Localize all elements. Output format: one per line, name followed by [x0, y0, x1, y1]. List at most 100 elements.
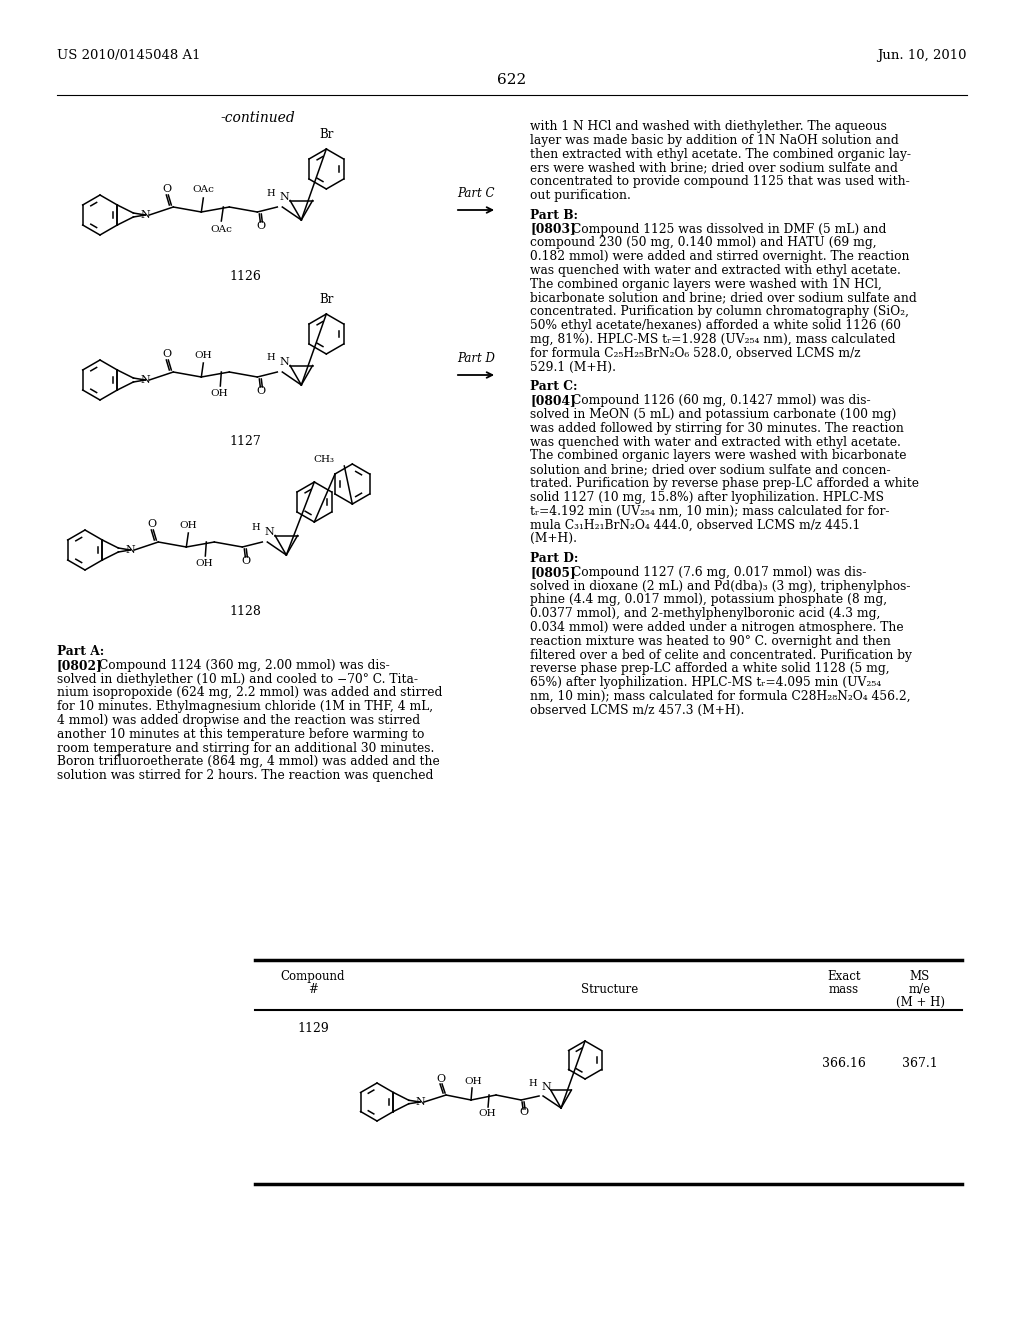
Text: nm, 10 min); mass calculated for formula C28H₂₈N₂O₄ 456.2,: nm, 10 min); mass calculated for formula… [530, 690, 910, 704]
Text: solved in MeON (5 mL) and potassium carbonate (100 mg): solved in MeON (5 mL) and potassium carb… [530, 408, 896, 421]
Text: 366.16: 366.16 [822, 1057, 866, 1071]
Text: 367.1: 367.1 [902, 1057, 938, 1071]
Text: reaction mixture was heated to 90° C. overnight and then: reaction mixture was heated to 90° C. ov… [530, 635, 891, 648]
Text: O: O [257, 220, 266, 231]
Text: mula C₃₁H₂₁BrN₂O₄ 444.0, observed LCMS m/z 445.1: mula C₃₁H₂₁BrN₂O₄ 444.0, observed LCMS m… [530, 519, 860, 532]
Text: was quenched with water and extracted with ethyl acetate.: was quenched with water and extracted wi… [530, 436, 901, 449]
Text: N: N [264, 527, 274, 537]
Text: Structure: Structure [582, 983, 639, 997]
Text: room temperature and stirring for an additional 30 minutes.: room temperature and stirring for an add… [57, 742, 434, 755]
Text: for 10 minutes. Ethylmagnesium chloride (1M in THF, 4 mL,: for 10 minutes. Ethylmagnesium chloride … [57, 700, 433, 713]
Text: OH: OH [478, 1110, 496, 1118]
Text: N: N [126, 545, 135, 554]
Text: [0803]: [0803] [530, 223, 575, 235]
Text: Boron trifluoroetherate (864 mg, 4 mmol) was added and the: Boron trifluoroetherate (864 mg, 4 mmol)… [57, 755, 439, 768]
Text: OAc: OAc [210, 224, 232, 234]
Text: solution and brine; dried over sodium sulfate and concen-: solution and brine; dried over sodium su… [530, 463, 891, 477]
Text: CH₃: CH₃ [313, 455, 334, 465]
Text: US 2010/0145048 A1: US 2010/0145048 A1 [57, 49, 201, 62]
Text: OH: OH [179, 520, 198, 529]
Text: OH: OH [195, 351, 212, 359]
Text: trated. Purification by reverse phase prep-LC afforded a white: trated. Purification by reverse phase pr… [530, 477, 919, 490]
Text: (M+H).: (M+H). [530, 532, 577, 545]
Text: reverse phase prep-LC afforded a white solid 1128 (5 mg,: reverse phase prep-LC afforded a white s… [530, 663, 890, 676]
Text: #: # [308, 983, 317, 997]
Text: Jun. 10, 2010: Jun. 10, 2010 [878, 49, 967, 62]
Text: Compound 1124 (360 mg, 2.00 mmol) was dis-: Compound 1124 (360 mg, 2.00 mmol) was di… [99, 659, 390, 672]
Text: O: O [257, 385, 266, 396]
Text: filtered over a bed of celite and concentrated. Purification by: filtered over a bed of celite and concen… [530, 648, 912, 661]
Text: O: O [163, 348, 172, 359]
Text: Part D: Part D [457, 352, 495, 366]
Text: concentrated. Purification by column chromatography (SiO₂,: concentrated. Purification by column chr… [530, 305, 909, 318]
Text: [0805]: [0805] [530, 566, 575, 578]
Text: 1126: 1126 [229, 271, 261, 282]
Text: -continued: -continued [220, 111, 295, 125]
Text: 622: 622 [498, 73, 526, 87]
Text: Compound 1126 (60 mg, 0.1427 mmol) was dis-: Compound 1126 (60 mg, 0.1427 mmol) was d… [572, 395, 870, 407]
Text: Part A:: Part A: [57, 645, 104, 657]
Text: out purification.: out purification. [530, 189, 631, 202]
Text: OH: OH [196, 560, 213, 569]
Text: OH: OH [211, 389, 228, 399]
Text: then extracted with ethyl acetate. The combined organic lay-: then extracted with ethyl acetate. The c… [530, 148, 911, 161]
Text: bicarbonate solution and brine; dried over sodium sulfate and: bicarbonate solution and brine; dried ov… [530, 292, 916, 305]
Text: 0.034 mmol) were added under a nitrogen atmosphere. The: 0.034 mmol) were added under a nitrogen … [530, 620, 903, 634]
Text: Compound 1125 was dissolved in DMF (5 mL) and: Compound 1125 was dissolved in DMF (5 mL… [572, 223, 887, 235]
Text: for formula C₂₅H₂₅BrN₂O₆ 528.0, observed LCMS m/z: for formula C₂₅H₂₅BrN₂O₆ 528.0, observed… [530, 347, 860, 360]
Text: 0.0377 mmol), and 2-methylphenylboronic acid (4.3 mg,: 0.0377 mmol), and 2-methylphenylboronic … [530, 607, 881, 620]
Text: Br: Br [319, 293, 334, 306]
Text: N: N [415, 1097, 425, 1107]
Text: Compound: Compound [281, 970, 345, 983]
Text: was added followed by stirring for 30 minutes. The reaction: was added followed by stirring for 30 mi… [530, 422, 904, 434]
Text: Part B:: Part B: [530, 209, 578, 222]
Text: [0804]: [0804] [530, 395, 575, 407]
Text: Br: Br [319, 128, 334, 141]
Text: O: O [242, 556, 251, 566]
Text: [0802]: [0802] [57, 659, 102, 672]
Text: The combined organic layers were washed with bicarbonate: The combined organic layers were washed … [530, 449, 906, 462]
Text: Compound 1127 (7.6 mg, 0.017 mmol) was dis-: Compound 1127 (7.6 mg, 0.017 mmol) was d… [572, 566, 866, 578]
Text: solution was stirred for 2 hours. The reaction was quenched: solution was stirred for 2 hours. The re… [57, 770, 433, 783]
Text: H: H [266, 189, 275, 198]
Text: Part C:: Part C: [530, 380, 578, 393]
Text: 4 mmol) was added dropwise and the reaction was stirred: 4 mmol) was added dropwise and the react… [57, 714, 420, 727]
Text: 1128: 1128 [229, 605, 261, 618]
Text: 529.1 (M+H).: 529.1 (M+H). [530, 360, 616, 374]
Text: O: O [147, 519, 157, 529]
Text: layer was made basic by addition of 1N NaOH solution and: layer was made basic by addition of 1N N… [530, 133, 899, 147]
Text: OH: OH [464, 1077, 482, 1085]
Text: mg, 81%). HPLC-MS tᵣ=1.928 (UV₂₅₄ nm), mass calculated: mg, 81%). HPLC-MS tᵣ=1.928 (UV₂₅₄ nm), m… [530, 333, 896, 346]
Text: Part C: Part C [458, 187, 495, 201]
Text: MS: MS [910, 970, 930, 983]
Text: another 10 minutes at this temperature before warming to: another 10 minutes at this temperature b… [57, 727, 424, 741]
Text: observed LCMS m/z 457.3 (M+H).: observed LCMS m/z 457.3 (M+H). [530, 704, 744, 717]
Text: 0.182 mmol) were added and stirred overnight. The reaction: 0.182 mmol) were added and stirred overn… [530, 251, 909, 263]
Text: N: N [140, 210, 151, 220]
Text: solved in diethylether (10 mL) and cooled to −70° C. Tita-: solved in diethylether (10 mL) and coole… [57, 673, 418, 685]
Text: O: O [163, 183, 172, 194]
Text: 1127: 1127 [229, 436, 261, 447]
Text: The combined organic layers were washed with 1N HCl,: The combined organic layers were washed … [530, 277, 882, 290]
Text: H: H [266, 354, 275, 363]
Text: N: N [140, 375, 151, 385]
Text: compound 230 (50 mg, 0.140 mmol) and HATU (69 mg,: compound 230 (50 mg, 0.140 mmol) and HAT… [530, 236, 877, 249]
Text: Part D:: Part D: [530, 552, 579, 565]
Text: Exact: Exact [827, 970, 861, 983]
Text: H: H [528, 1080, 537, 1089]
Text: 50% ethyl acetate/hexanes) afforded a white solid 1126 (60: 50% ethyl acetate/hexanes) afforded a wh… [530, 319, 901, 333]
Text: with 1 N HCl and washed with diethylether. The aqueous: with 1 N HCl and washed with diethylethe… [530, 120, 887, 133]
Text: O: O [436, 1074, 445, 1084]
Text: OAc: OAc [193, 186, 214, 194]
Text: 1129: 1129 [297, 1022, 329, 1035]
Text: mass: mass [829, 983, 859, 997]
Text: solved in dioxane (2 mL) and Pd(dba)₃ (3 mg), triphenylphos-: solved in dioxane (2 mL) and Pd(dba)₃ (3… [530, 579, 910, 593]
Text: O: O [519, 1107, 528, 1117]
Text: phine (4.4 mg, 0.017 mmol), potassium phosphate (8 mg,: phine (4.4 mg, 0.017 mmol), potassium ph… [530, 594, 887, 606]
Text: nium isopropoxide (624 mg, 2.2 mmol) was added and stirred: nium isopropoxide (624 mg, 2.2 mmol) was… [57, 686, 442, 700]
Text: N: N [280, 191, 289, 202]
Text: ers were washed with brine; dried over sodium sulfate and: ers were washed with brine; dried over s… [530, 161, 898, 174]
Text: (M + H): (M + H) [896, 997, 944, 1008]
Text: tᵣ=4.192 min (UV₂₅₄ nm, 10 min); mass calculated for for-: tᵣ=4.192 min (UV₂₅₄ nm, 10 min); mass ca… [530, 504, 890, 517]
Text: H: H [252, 524, 260, 532]
